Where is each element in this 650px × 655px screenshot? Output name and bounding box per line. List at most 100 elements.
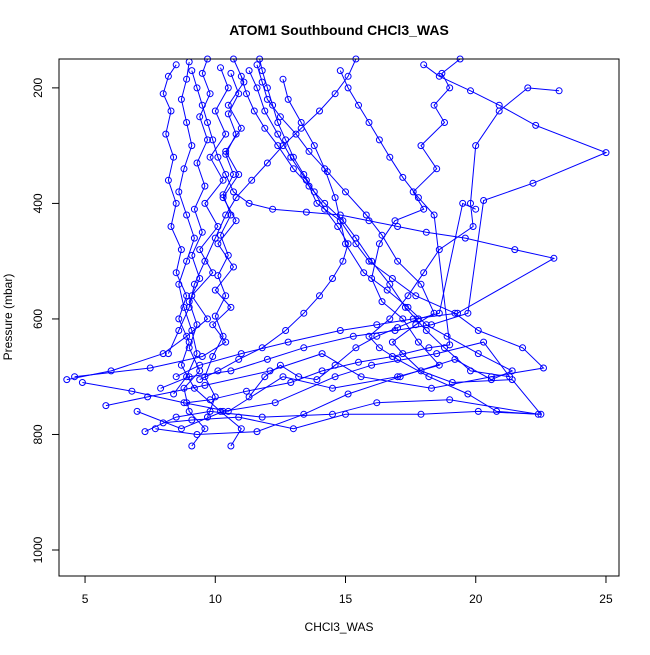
data-point: [237, 72, 245, 80]
data-point: [245, 199, 253, 207]
data-point: [159, 90, 167, 98]
data-point: [128, 387, 136, 395]
data-point: [428, 384, 435, 392]
data-point: [357, 373, 365, 381]
data-point: [386, 315, 394, 323]
series-12: [157, 61, 610, 392]
data-point: [204, 315, 211, 323]
data-point: [480, 338, 488, 346]
data-point: [193, 431, 201, 438]
y-axis: 200 400 600 800 1000: [31, 78, 59, 563]
data-point: [388, 275, 396, 282]
data-point: [227, 442, 235, 450]
data-point: [78, 379, 86, 386]
data-point: [300, 344, 308, 352]
series-9: [159, 61, 545, 433]
data-point: [214, 367, 222, 375]
data-point: [196, 113, 204, 121]
data-point: [394, 257, 402, 265]
data-point: [219, 407, 227, 415]
data-point: [316, 292, 323, 300]
data-point: [464, 390, 472, 398]
x-tick-label: 25: [599, 592, 613, 606]
data-point: [555, 87, 563, 95]
data-point: [141, 428, 149, 436]
data-point: [175, 188, 183, 196]
series-line: [167, 58, 357, 354]
data-point: [263, 84, 271, 92]
data-point: [388, 353, 396, 360]
data-point: [417, 280, 425, 288]
data-point: [188, 67, 196, 75]
data-point: [245, 393, 253, 401]
data-point: [235, 355, 243, 363]
data-point: [164, 176, 172, 184]
data-point: [310, 188, 318, 196]
data-point: [339, 217, 347, 225]
data-point: [177, 425, 185, 433]
data-point: [399, 173, 407, 181]
data-point: [352, 344, 360, 352]
data-point: [107, 367, 115, 375]
data-point: [190, 234, 198, 242]
data-point: [190, 280, 198, 288]
data-point: [529, 179, 537, 187]
data-point: [250, 107, 258, 115]
data-point: [300, 171, 308, 178]
data-point: [386, 280, 394, 288]
data-point: [235, 90, 243, 98]
data-point: [164, 72, 172, 80]
data-point: [63, 376, 71, 384]
data-point: [180, 165, 188, 173]
data-point: [302, 208, 310, 216]
data-point: [435, 72, 443, 80]
data-point: [331, 361, 339, 369]
data-point: [472, 205, 480, 213]
data-point: [318, 350, 326, 358]
data-point: [206, 90, 214, 98]
data-point: [243, 90, 250, 98]
data-point: [162, 130, 170, 138]
data-point: [222, 150, 230, 158]
data-point: [318, 367, 326, 375]
data-point: [396, 373, 404, 381]
data-point: [170, 153, 178, 161]
data-point: [425, 344, 433, 352]
data-point: [443, 332, 451, 340]
data-point: [209, 269, 217, 277]
data-point: [258, 344, 266, 352]
data-point: [269, 101, 277, 109]
data-point: [201, 373, 209, 381]
data-point: [219, 332, 227, 340]
data-point: [227, 69, 235, 77]
data-point: [214, 272, 222, 280]
data-point: [329, 275, 336, 282]
data-point: [342, 188, 349, 196]
data-point: [201, 199, 209, 207]
series-17: [201, 69, 243, 421]
data-point: [245, 67, 253, 75]
data-point: [263, 355, 271, 363]
data-point: [230, 188, 237, 196]
data-point: [185, 344, 193, 352]
data-point: [378, 231, 386, 239]
data-point: [446, 84, 454, 92]
data-point: [417, 367, 425, 375]
data-point: [193, 84, 201, 92]
series-3: [63, 64, 232, 384]
data-point: [271, 399, 279, 407]
data-point: [394, 223, 402, 230]
data-point: [263, 159, 271, 167]
data-point: [157, 384, 165, 392]
data-point: [261, 107, 269, 115]
data-point: [461, 234, 469, 242]
data-point: [344, 240, 352, 248]
data-point: [540, 364, 547, 372]
data-point: [297, 124, 305, 132]
data-point: [310, 142, 318, 150]
data-point: [209, 353, 217, 360]
data-point: [183, 373, 191, 381]
data-point: [295, 373, 303, 381]
data-point: [441, 119, 448, 126]
data-point: [274, 130, 282, 138]
